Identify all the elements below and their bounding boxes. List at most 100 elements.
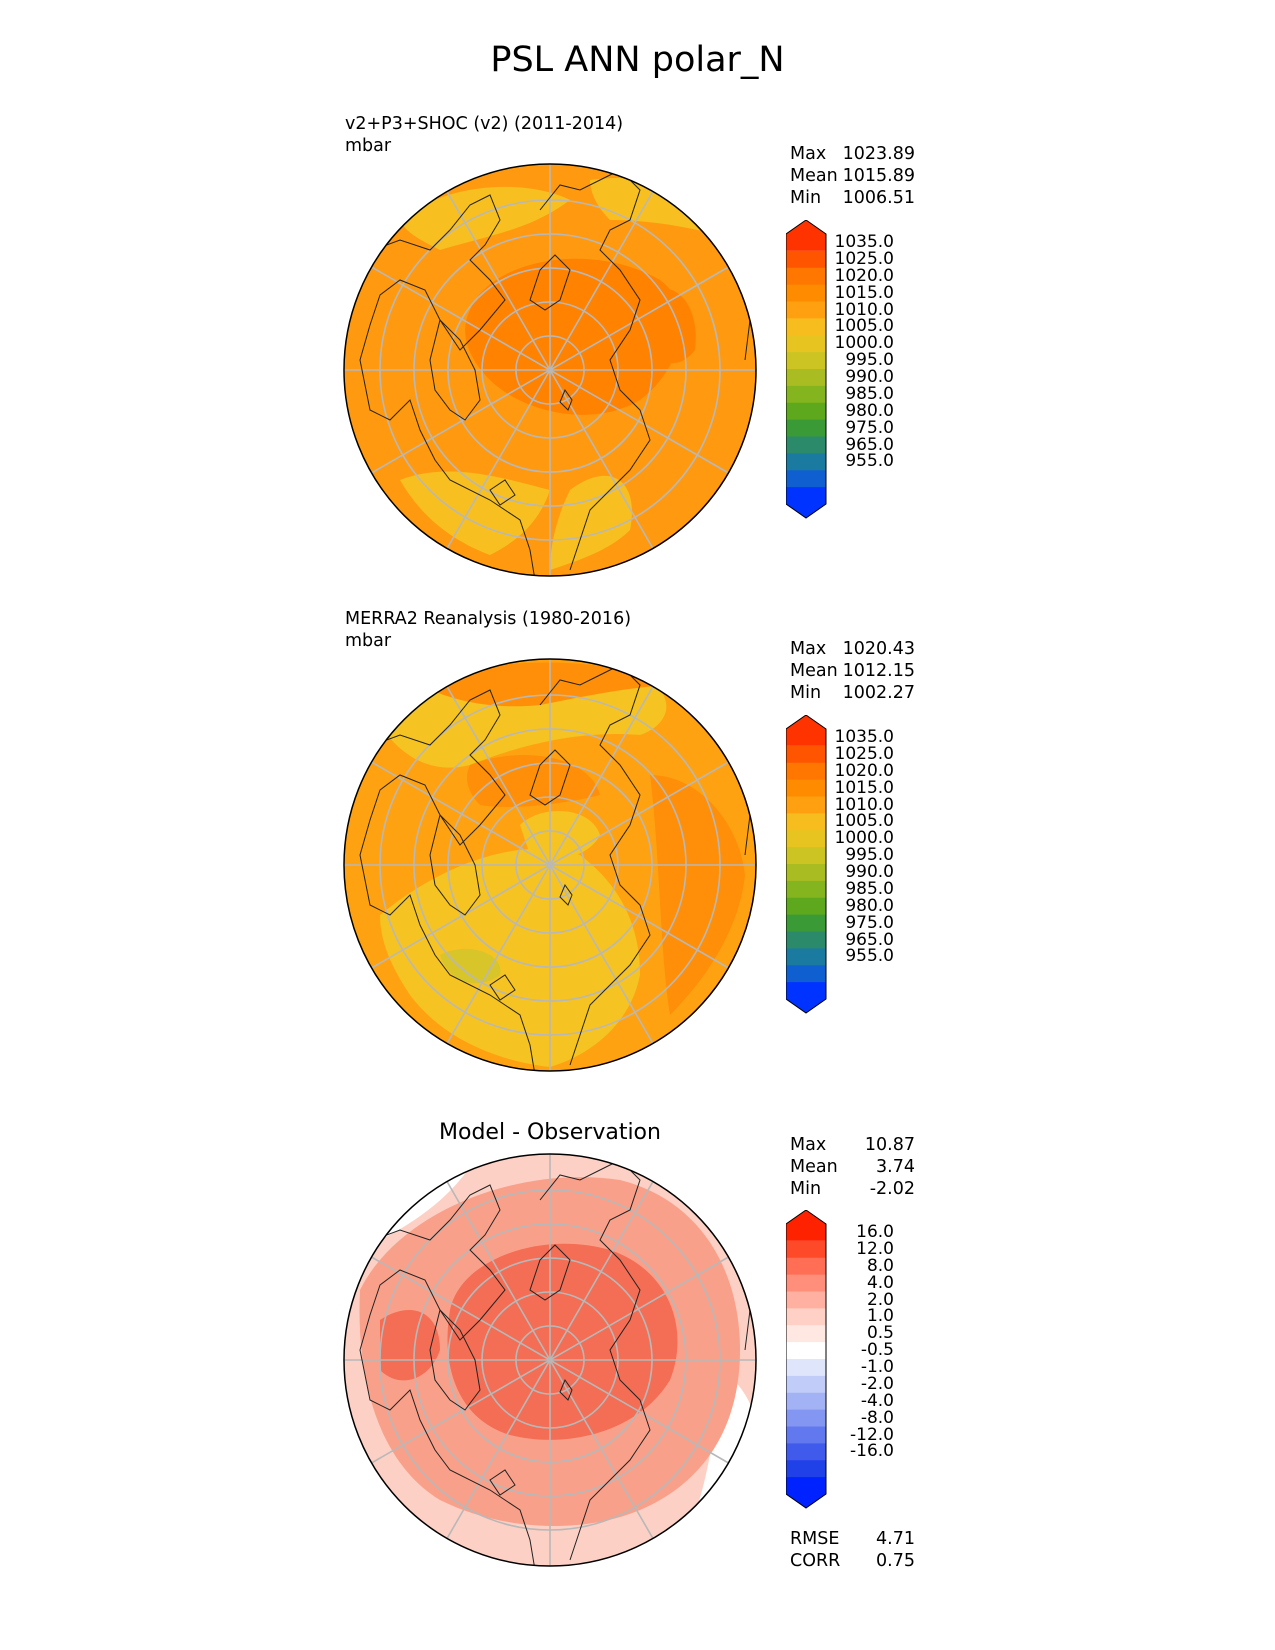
- colorbar-tick-label: 1010.0: [834, 299, 894, 320]
- colorbar-tick-label: 4.0: [866, 1272, 894, 1293]
- field-region: [467, 755, 600, 807]
- panel-1-colorbar-ticks: 1035.0 1025.0 1020.0 1015.0 1010.0 1005.0 1000…: [822, 233, 894, 482]
- colorbar-outline: [786, 1210, 827, 1509]
- colorbar-tick-label: 12.0: [856, 1238, 894, 1259]
- colorbar-tick-label: 1000.0: [834, 828, 894, 849]
- stat-label: Min: [790, 1179, 822, 1199]
- colorbar-tick-label: 975.0: [845, 417, 894, 438]
- panel-1-units: mbar: [345, 136, 392, 156]
- panel-2-stats: Max 1020.43 Mean 1012.15 Min 1002.27: [790, 638, 915, 704]
- stat-label: Min: [790, 683, 822, 703]
- colorbar-tick-label: 1035.0: [834, 727, 894, 747]
- colorbar-tick-label: 990.0: [845, 367, 894, 387]
- colorbar-tick-label: 955.0: [845, 946, 894, 967]
- panel-3-map-border: [343, 1153, 757, 1567]
- colorbar-swatch: [786, 385, 826, 404]
- colorbar-tick-label: -2.0: [860, 1373, 894, 1394]
- colorbar-swatch: [786, 796, 826, 814]
- panel-1-colorbar: [786, 220, 827, 519]
- colorbar-tick-label: 985.0: [845, 878, 894, 899]
- stat-label: Mean: [790, 1157, 838, 1177]
- colorbar-tick-label: 965.0: [845, 434, 894, 455]
- colorbar-tick-label: -16.0: [850, 1441, 894, 1462]
- figure-title: PSL ANN polar_N: [490, 40, 785, 80]
- metric-value: 4.71: [876, 1529, 915, 1549]
- colorbar-swatch: [786, 1342, 826, 1360]
- stat-value: 10.87: [864, 1135, 915, 1155]
- stat-label: Min: [790, 188, 822, 208]
- colorbar-swatch: [786, 220, 826, 251]
- colorbar-tick-label: 985.0: [845, 383, 894, 404]
- colorbar-tick-label: 1015.0: [834, 777, 894, 798]
- colorbar-swatch: [786, 1460, 826, 1478]
- colorbar-swatch: [786, 813, 826, 831]
- colorbar-swatch: [786, 1426, 826, 1444]
- colorbar-swatch: [786, 830, 826, 848]
- colorbar-tick-label: 1000.0: [834, 333, 894, 354]
- colorbar-tick-label: 980.0: [845, 400, 894, 421]
- colorbar-swatch: [786, 1392, 826, 1411]
- colorbar-swatch: [786, 1274, 826, 1292]
- field-region: [465, 258, 682, 415]
- colorbar-tick-label: 1025.0: [834, 743, 894, 764]
- colorbar-swatch: [786, 1308, 826, 1326]
- colorbar-swatch: [786, 1375, 826, 1394]
- stat-label: Max: [790, 1135, 827, 1155]
- colorbar-swatch: [786, 419, 826, 437]
- panel-3-metrics: RMSE 4.71 CORR 0.75: [790, 1528, 915, 1572]
- panel-1-coastlines: [359, 169, 751, 576]
- panel-2-colorbar: [786, 715, 827, 1014]
- colorbar-tick-label: 995.0: [845, 845, 894, 866]
- field-region: [400, 471, 550, 555]
- colorbar-swatch: [786, 914, 826, 932]
- stat-value: 1023.89: [842, 144, 915, 164]
- field-region: [400, 186, 570, 250]
- panel-2-heading: MERRA2 Reanalysis (1980-2016): [345, 609, 632, 629]
- colorbar-swatch: [786, 1210, 826, 1241]
- colorbar-tick-label: 980.0: [845, 895, 894, 916]
- colorbar-tick-label: -0.5: [860, 1340, 894, 1361]
- colorbar-swatch: [786, 1257, 826, 1276]
- colorbar-tick-label: 1.0: [866, 1306, 894, 1327]
- colorbar-swatch: [786, 897, 826, 916]
- colorbar-swatch: [786, 745, 826, 764]
- colorbar-tick-label: -12.0: [850, 1424, 894, 1445]
- colorbar-tick-label: 965.0: [845, 929, 894, 950]
- panel-2-map-border: [343, 658, 757, 1072]
- colorbar-swatch: [786, 436, 826, 454]
- panel-2-polar-map: [343, 658, 757, 1072]
- colorbar-tick-label: 990.0: [845, 862, 894, 882]
- colorbar-tick-label: 2.0: [866, 1289, 894, 1310]
- panel-1-stats: Max 1023.89 Mean 1015.89 Min 1006.51: [790, 143, 915, 209]
- colorbar-swatch: [786, 1325, 826, 1343]
- stat-value: -2.02: [869, 1179, 915, 1199]
- colorbar-swatch: [786, 864, 826, 882]
- panel-3-colorbar-ticks: 16.0 12.0 8.0 4.0 2.0 1.0 0.5 -0.5 -1.0 -2.0 -4.0-…: [822, 1223, 894, 1472]
- colorbar-outline: [786, 220, 827, 519]
- panel-1-heading: v2+P3+SHOC (v2) (2011-2014): [345, 114, 624, 134]
- panel-3-polar-map: [343, 1153, 757, 1567]
- colorbar-tick-label: 8.0: [866, 1255, 894, 1276]
- colorbar-swatch: [786, 267, 826, 286]
- stat-label: Max: [790, 144, 827, 164]
- stat-value: 1015.89: [842, 166, 915, 186]
- colorbar-swatch: [786, 948, 826, 966]
- panel-2-colorbar-ticks: 1035.0 1025.0 1020.0 1015.0 1010.0 1005.0 1000…: [822, 728, 894, 977]
- colorbar-swatch: [786, 402, 826, 421]
- colorbar-swatch: [786, 982, 826, 1013]
- colorbar-outline: [786, 715, 827, 1014]
- stat-label: Mean: [790, 166, 838, 186]
- colorbar-tick-label: -1.0: [860, 1357, 894, 1377]
- metric-label: RMSE: [790, 1529, 840, 1549]
- colorbar-swatch: [786, 779, 826, 797]
- colorbar-swatch: [786, 487, 826, 518]
- field-region: [440, 948, 501, 984]
- stat-value: 1006.51: [842, 188, 915, 208]
- colorbar-swatch: [786, 318, 826, 336]
- stat-label: Max: [790, 639, 827, 659]
- stat-value: 1012.15: [842, 661, 915, 681]
- colorbar-tick-label: 955.0: [845, 451, 894, 472]
- colorbar-swatch: [786, 453, 826, 471]
- colorbar-tick-label: -4.0: [860, 1390, 894, 1411]
- colorbar-tick-label: 995.0: [845, 350, 894, 371]
